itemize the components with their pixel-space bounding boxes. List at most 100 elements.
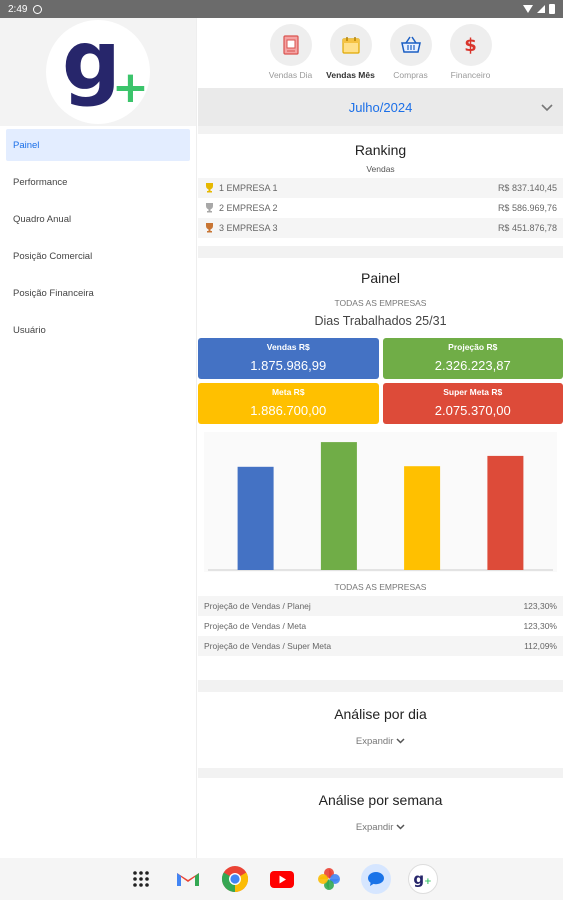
dollar-icon: $: [449, 24, 492, 66]
analise-dia-title: Análise por dia: [334, 706, 427, 722]
logo-area: g +: [0, 14, 196, 126]
ranking-row[interactable]: 1 EMPRESA 1 R$ 837.140,45: [198, 178, 563, 198]
projection-value: 123,30%: [523, 601, 557, 611]
tab-label: Compras: [393, 70, 428, 80]
receipt-icon: [269, 24, 312, 66]
chevron-down-icon: [541, 100, 553, 115]
chrome-icon[interactable]: [220, 864, 250, 894]
app-grid-icon[interactable]: [126, 864, 156, 894]
projection-value: 123,30%: [523, 621, 557, 631]
sidebar-item-label: Painel: [13, 139, 40, 151]
chart-bar-4[interactable]: [487, 455, 524, 570]
expand-semana-button[interactable]: Expandir: [198, 822, 563, 833]
kpi-label: Meta R$: [271, 387, 305, 397]
ranking-value: R$ 837.140,45: [497, 183, 557, 193]
projection-label: Projeção de Vendas / Planej: [204, 601, 311, 611]
kpi-vendas[interactable]: Vendas R$ 1.875.986,99: [198, 338, 379, 379]
chevron-down-icon: [396, 736, 405, 747]
chart-bar-2[interactable]: [320, 442, 357, 570]
sidebar-item-posicao-comercial[interactable]: Posição Comercial: [6, 240, 190, 272]
expand-dia-button[interactable]: Expandir: [198, 736, 563, 747]
kpi-value: 1.875.986,99: [250, 358, 327, 373]
projection-row: Projeção de Vendas / Super Meta 112,09%: [198, 636, 563, 656]
sidebar-item-performance[interactable]: Performance: [6, 166, 190, 198]
sidebar-item-label: Posição Comercial: [13, 250, 93, 262]
kpi-value: 1.886.700,00: [250, 403, 327, 418]
ranking-value: R$ 451.876,78: [497, 223, 557, 233]
gmail-icon[interactable]: [173, 864, 203, 894]
projection-row: Projeção de Vendas / Planej 123,30%: [198, 596, 563, 616]
wifi-icon: [523, 5, 533, 13]
expand-label: Expandir: [355, 822, 394, 833]
ranking-value: R$ 586.969,76: [497, 203, 557, 213]
chevron-down-icon: [396, 822, 405, 833]
projection-list: Projeção de Vendas / Planej 123,30% Proj…: [198, 596, 563, 656]
kpi-value: 2.075.370,00: [434, 403, 511, 418]
signal-icon: [537, 5, 545, 13]
sidebar-item-label: Posição Financeira: [13, 287, 94, 299]
projection-row: Projeção de Vendas / Meta 123,30%: [198, 616, 563, 636]
analise-semana-title: Análise por semana: [318, 792, 443, 808]
trophy-gold-icon: [204, 182, 215, 195]
kpi-super-meta[interactable]: Super Meta R$ 2.075.370,00: [382, 383, 563, 424]
battery-icon: [549, 4, 555, 14]
ranking-pos: 1: [219, 183, 225, 193]
ranking-name: EMPRESA 1: [226, 183, 278, 193]
ranking-title: Ranking: [354, 142, 407, 158]
month-selector[interactable]: Julho/2024: [198, 88, 563, 126]
youtube-icon[interactable]: [267, 864, 297, 894]
painel-scope: TODAS AS EMPRESAS: [334, 298, 427, 308]
painel-card: Painel TODAS AS EMPRESAS Dias Trabalhado…: [198, 258, 563, 680]
projection-label: Projeção de Vendas / Meta: [204, 621, 307, 631]
sidebar-item-label: Performance: [13, 176, 68, 188]
sidebar: g + Painel Performance Quadro Anual Posi…: [0, 14, 197, 858]
app-logo: g +: [46, 14, 150, 124]
main-content: Vendas Dia Vendas Mês Compras $ Financei…: [198, 18, 563, 858]
gplus-app-icon[interactable]: g +: [407, 864, 438, 894]
ranking-row[interactable]: 2 EMPRESA 2 R$ 586.969,76: [198, 198, 563, 218]
ranking-list: 1 EMPRESA 1 R$ 837.140,45 2 EMPRESA 2 R$…: [198, 178, 563, 238]
chart-scope: TODAS AS EMPRESAS: [334, 582, 427, 592]
chart-bar-1[interactable]: [237, 466, 274, 570]
top-nav: Vendas Dia Vendas Mês Compras $ Financei…: [198, 18, 563, 88]
projection-label: Projeção de Vendas / Super Meta: [204, 641, 332, 651]
kpi-value: 2.326.223,87: [434, 358, 511, 373]
chart-bar-3[interactable]: [404, 466, 441, 570]
photos-icon[interactable]: [314, 864, 344, 894]
projection-value: 112,09%: [524, 641, 557, 651]
calendar-icon: [329, 24, 372, 66]
sidebar-item-quadro-anual[interactable]: Quadro Anual: [6, 203, 190, 235]
sidebar-item-label: Usuário: [13, 324, 46, 336]
analise-semana-card: Análise por semana Expandir: [198, 778, 563, 858]
ranking-pos: 2: [219, 203, 225, 213]
notification-icon: [33, 4, 43, 14]
status-time: 2:49: [8, 3, 28, 15]
sidebar-item-label: Quadro Anual: [13, 213, 72, 225]
dias-trabalhados: Dias Trabalhados 25/31: [314, 314, 447, 328]
app-dock: g +: [0, 858, 563, 900]
month-label: Julho/2024: [348, 99, 413, 115]
kpi-label: Projeção R$: [448, 342, 498, 352]
tab-vendas-dia[interactable]: Vendas Dia: [268, 24, 314, 88]
kpi-projecao[interactable]: Projeção R$ 2.326.223,87: [382, 338, 563, 379]
ranking-row[interactable]: 3 EMPRESA 3 R$ 451.876,78: [198, 218, 563, 238]
tab-compras[interactable]: Compras: [388, 24, 434, 88]
basket-icon: [389, 24, 432, 66]
messages-icon[interactable]: [360, 864, 391, 894]
ranking-card: Ranking Vendas 1 EMPRESA 1 R$ 837.140,45…: [198, 134, 563, 246]
analise-dia-card: Análise por dia Expandir: [198, 692, 563, 768]
sidebar-item-posicao-financeira[interactable]: Posição Financeira: [6, 277, 190, 309]
tab-vendas-mes[interactable]: Vendas Mês: [326, 24, 375, 88]
kpi-label: Vendas R$: [266, 342, 310, 352]
trophy-silver-icon: [204, 202, 215, 215]
kpi-meta[interactable]: Meta R$ 1.886.700,00: [198, 383, 379, 424]
painel-title: Painel: [361, 270, 400, 286]
ranking-subtitle: Vendas: [366, 164, 395, 174]
sidebar-menu: Painel Performance Quadro Anual Posição …: [0, 126, 196, 346]
ranking-name: EMPRESA 2: [226, 203, 278, 213]
sidebar-item-painel[interactable]: Painel: [6, 129, 190, 161]
tab-label: Vendas Mês: [326, 70, 375, 80]
sidebar-item-usuario[interactable]: Usuário: [6, 314, 190, 346]
tab-financeiro[interactable]: $ Financeiro: [448, 24, 494, 88]
kpi-grid: Vendas R$ 1.875.986,99 Projeção R$ 2.326…: [198, 338, 563, 424]
